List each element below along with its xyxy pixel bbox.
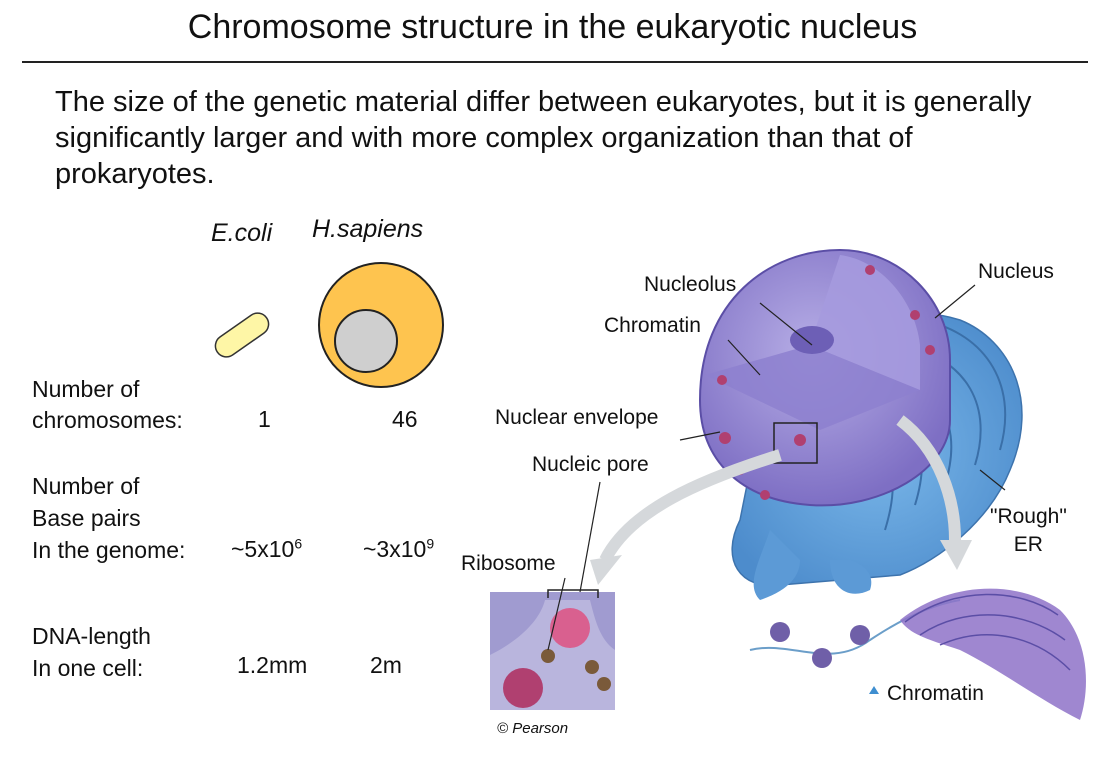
triangle-marker: [869, 686, 879, 694]
row-basepairs-label: Number of Base pairs In the genome:: [32, 473, 186, 563]
label-chromatin-bottom: Chromatin: [887, 682, 984, 705]
intro-text: The size of the genetic material differ …: [55, 86, 1032, 190]
ecoli-dnalength-value: 1.2mm: [237, 652, 308, 678]
ecoli-header: E.coli: [211, 219, 273, 247]
label-nucleus: Nucleus: [978, 260, 1054, 283]
organism-shapes: [214, 262, 444, 388]
ecoli-chromosomes-value: 1: [258, 406, 271, 432]
label-nucleic-pore: Nucleic pore: [532, 453, 649, 476]
label-nuclear-envelope: Nuclear envelope: [495, 406, 659, 429]
ecoli-cell-shape: [214, 312, 270, 358]
nucleolus-shape: [790, 326, 834, 354]
pore-inset-marker: [773, 422, 818, 464]
leader-lines: [547, 284, 1006, 651]
arrow-to-chromatin: [896, 415, 961, 541]
hsapiens-basepairs-value: ~3x109: [363, 535, 435, 562]
label-rough-er: "Rough" ER: [990, 505, 1067, 556]
pore-inset-picture: [490, 592, 615, 710]
nuclear-pores: [717, 265, 935, 500]
arrow-to-pore-inset: [599, 449, 782, 563]
ecoli-basepairs-value: ~5x106: [231, 535, 303, 562]
label-ribosome: Ribosome: [461, 552, 556, 575]
hsapiens-nucleus-shape: [334, 309, 398, 373]
row-chromosomes-label: Number of chromosomes:: [32, 376, 183, 433]
label-nucleolus: Nucleolus: [644, 273, 737, 296]
hsapiens-header: H.sapiens: [312, 215, 424, 243]
hsapiens-chromosomes-value: 46: [392, 406, 418, 432]
hsapiens-dnalength-value: 2m: [370, 652, 402, 678]
pore-bracket: [547, 589, 599, 598]
page-title: Chromosome structure in the eukaryotic n…: [187, 8, 918, 46]
title-divider: [22, 61, 1088, 63]
row-dnalength-label: DNA-length In one cell:: [32, 623, 151, 681]
nucleus-sphere: [698, 248, 951, 507]
copyright-text: © Pearson: [497, 720, 569, 737]
label-chromatin-top: Chromatin: [604, 314, 701, 337]
chromatin-fiber: [749, 588, 1086, 720]
